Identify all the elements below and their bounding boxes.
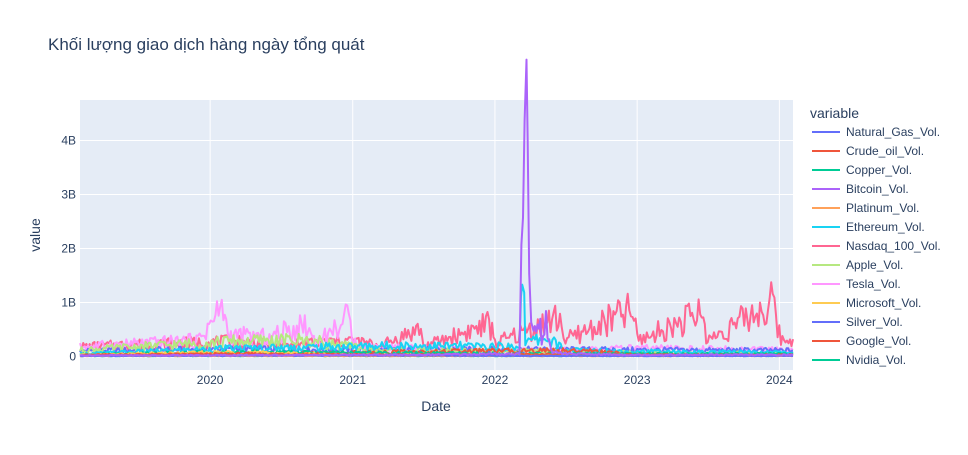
legend-title: variable (810, 105, 859, 121)
series-line-bitcoin-vol (79, 58, 794, 357)
legend-label: Nasdaq_100_Vol. (846, 239, 941, 253)
legend-item[interactable]: Copper_Vol. (812, 163, 912, 177)
legend-label: Microsoft_Vol. (846, 296, 921, 310)
y-tick-label: 4B (61, 134, 76, 148)
legend-label: Nvidia_Vol. (846, 353, 906, 367)
x-tick-label: 2024 (766, 373, 793, 387)
y-tick-label: 3B (61, 188, 76, 202)
y-tick-label: 2B (61, 242, 76, 256)
legend-item[interactable]: Google_Vol. (812, 334, 911, 348)
legend-item[interactable]: Apple_Vol. (812, 258, 903, 272)
x-axis-label: Date (421, 398, 451, 414)
y-axis-label: value (27, 218, 43, 252)
legend-item[interactable]: Platinum_Vol. (812, 201, 919, 215)
series-lines (79, 58, 794, 358)
x-tick-label: 2023 (624, 373, 651, 387)
legend-label: Google_Vol. (846, 334, 911, 348)
legend-item[interactable]: Nasdaq_100_Vol. (812, 239, 941, 253)
x-axis-ticks: 2020 2021 2022 2023 2024 (197, 373, 793, 387)
legend-item[interactable]: Natural_Gas_Vol. (812, 125, 940, 139)
legend-label: Apple_Vol. (846, 258, 903, 272)
legend-item[interactable]: Tesla_Vol. (812, 277, 901, 291)
legend-label: Crude_oil_Vol. (846, 144, 924, 158)
legend-label: Ethereum_Vol. (846, 220, 925, 234)
series-line-nasdaq-100-vol (79, 281, 794, 352)
legend-item[interactable]: Nvidia_Vol. (812, 353, 906, 367)
legend-item[interactable]: Bitcoin_Vol. (812, 182, 909, 196)
legend-item[interactable]: Ethereum_Vol. (812, 220, 925, 234)
legend-item[interactable]: Microsoft_Vol. (812, 296, 921, 310)
y-axis-ticks: 0 1B 2B 3B 4B (61, 134, 76, 364)
legend-label: Bitcoin_Vol. (846, 182, 909, 196)
y-tick-label: 0 (69, 350, 76, 364)
legend-label: Natural_Gas_Vol. (846, 125, 940, 139)
legend-label: Silver_Vol. (846, 315, 903, 329)
legend-item[interactable]: Crude_oil_Vol. (812, 144, 924, 158)
legend-label: Copper_Vol. (846, 163, 912, 177)
x-tick-label: 2022 (482, 373, 509, 387)
legend: Natural_Gas_Vol. Crude_oil_Vol. Copper_Vol… (812, 125, 941, 367)
legend-item[interactable]: Silver_Vol. (812, 315, 903, 329)
chart-title: Khối lượng giao dịch hàng ngày tổng quát (48, 35, 365, 54)
y-tick-label: 1B (61, 296, 76, 310)
legend-label: Platinum_Vol. (846, 201, 919, 215)
x-tick-label: 2020 (197, 373, 224, 387)
legend-label: Tesla_Vol. (846, 277, 901, 291)
x-tick-label: 2021 (339, 373, 366, 387)
